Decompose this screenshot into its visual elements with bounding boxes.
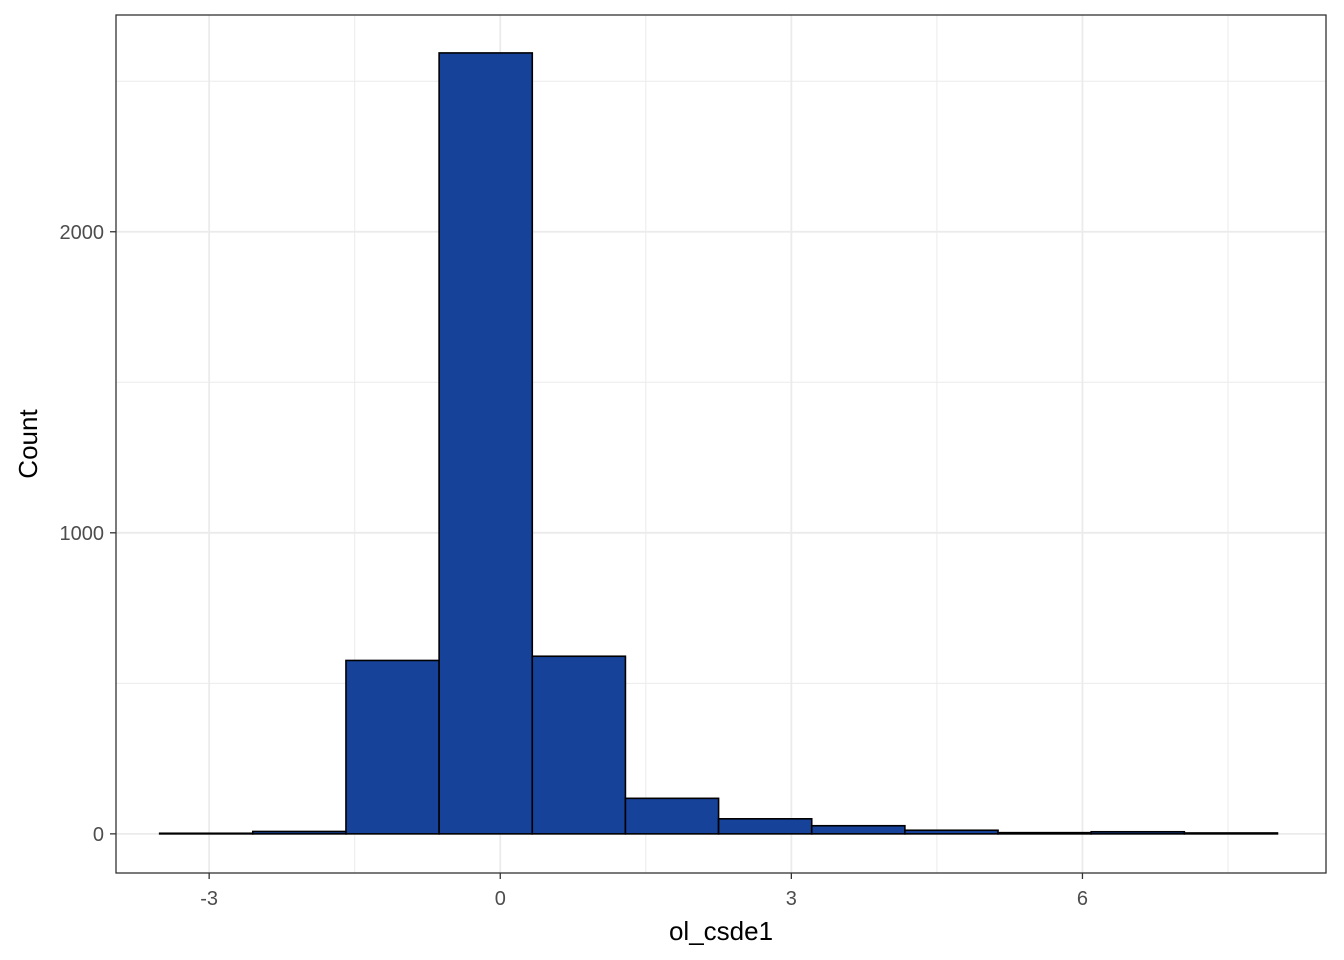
x-tick-label: 6 [1077, 888, 1088, 910]
y-tick-label: 2000 [60, 222, 105, 244]
grid-lines [116, 15, 1326, 873]
histogram-bar [252, 830, 347, 835]
histogram-bar [345, 659, 440, 835]
y-axis-title: Count [13, 409, 43, 479]
histogram-bar [1183, 832, 1279, 835]
histogram-bar [158, 832, 254, 835]
histogram-bar [997, 831, 1092, 835]
y-tick-label: 0 [93, 824, 104, 846]
x-tick-label: 0 [495, 888, 506, 910]
histogram-bar [810, 824, 906, 835]
x-tick-label: -3 [200, 888, 218, 910]
y-tick-label: 1000 [60, 523, 105, 545]
histogram-bar [1090, 830, 1186, 835]
histogram-bar [717, 818, 813, 835]
histogram-bar [624, 797, 720, 835]
axis-ticks: -3 0 3 6 0 1000 2000 [60, 222, 1089, 910]
histogram-bar [904, 829, 999, 835]
histogram-bar [531, 655, 627, 835]
x-axis-title: ol_csde1 [669, 916, 773, 946]
histogram-bar [438, 52, 534, 835]
x-tick-label: 3 [786, 888, 797, 910]
histogram-bars [158, 52, 1279, 835]
panel-border [115, 14, 1327, 874]
